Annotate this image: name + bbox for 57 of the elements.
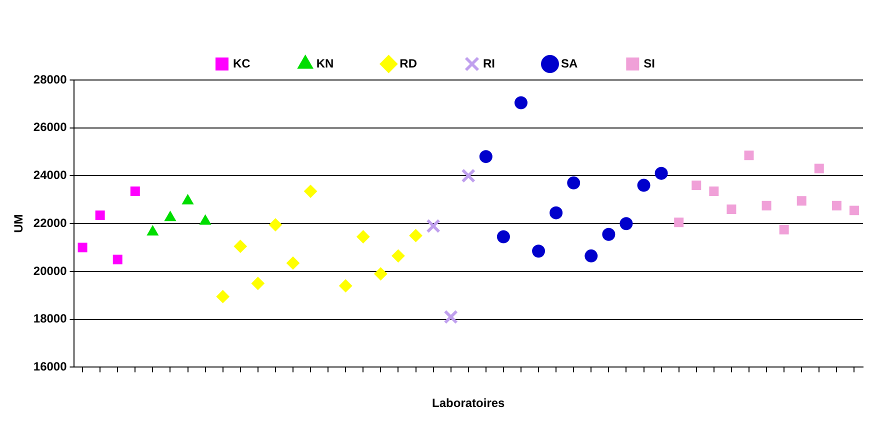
point xyxy=(286,256,300,270)
y-tick-label: 16000 xyxy=(33,360,68,374)
point xyxy=(112,254,122,264)
point xyxy=(796,196,806,206)
y-tick-label: 22000 xyxy=(33,216,68,230)
point xyxy=(95,210,105,220)
point xyxy=(479,150,492,164)
point xyxy=(216,290,230,304)
point xyxy=(849,206,859,216)
point xyxy=(762,200,772,210)
point xyxy=(200,214,212,225)
point xyxy=(674,218,684,228)
point xyxy=(496,230,510,244)
point xyxy=(602,228,616,241)
y-tick-label: 24000 xyxy=(33,168,68,182)
point xyxy=(304,184,318,198)
y-tick-label: 20000 xyxy=(33,264,68,278)
point xyxy=(78,242,88,252)
point xyxy=(251,276,264,290)
point xyxy=(814,164,824,174)
point xyxy=(779,224,789,234)
point xyxy=(268,218,282,232)
point xyxy=(514,96,528,110)
point xyxy=(637,178,650,192)
point xyxy=(409,229,422,242)
point xyxy=(339,279,352,292)
legend-label: RI xyxy=(482,56,495,70)
point xyxy=(709,186,719,196)
legend-label: SA xyxy=(560,56,578,70)
point xyxy=(726,204,736,214)
legend-label: KN xyxy=(316,56,334,70)
point xyxy=(584,249,598,262)
legend-label: KC xyxy=(233,56,251,70)
point xyxy=(692,180,702,190)
point xyxy=(620,217,633,230)
legend-label: RD xyxy=(400,56,418,70)
point xyxy=(164,211,176,222)
point xyxy=(461,168,476,183)
x-axis-title: Laboratoires xyxy=(432,396,506,410)
point xyxy=(392,249,405,262)
point xyxy=(374,267,388,280)
legend-label: SI xyxy=(644,56,656,70)
point xyxy=(356,230,370,244)
y-tick-label: 28000 xyxy=(33,72,68,86)
point xyxy=(832,200,842,210)
y-tick-label: 18000 xyxy=(33,312,68,326)
y-tick-label: 26000 xyxy=(33,120,68,134)
point xyxy=(130,186,140,196)
point xyxy=(532,244,546,258)
point xyxy=(744,150,754,160)
point xyxy=(654,166,668,180)
point xyxy=(426,218,440,234)
point xyxy=(444,310,458,324)
y-axis-title: UM xyxy=(12,214,26,233)
point xyxy=(567,176,580,190)
point xyxy=(234,240,247,253)
point xyxy=(550,206,563,220)
